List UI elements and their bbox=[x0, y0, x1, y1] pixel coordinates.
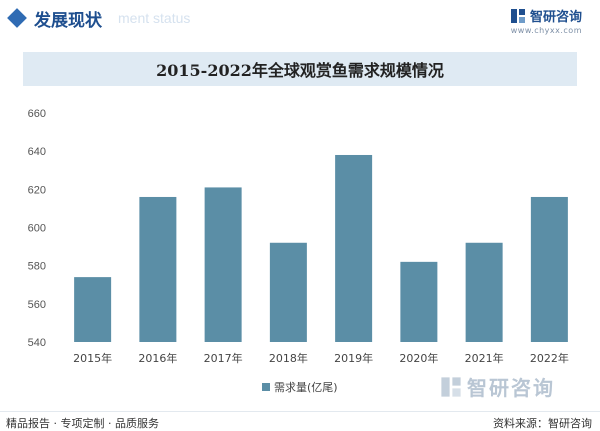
bar bbox=[335, 154, 373, 342]
y-tick-label: 540 bbox=[28, 337, 46, 349]
watermark-brand-text: 智研咨询 bbox=[467, 376, 555, 400]
bar bbox=[204, 187, 242, 342]
brand-name: 智研咨询 bbox=[529, 10, 582, 25]
brand-url: www.chyxx.com bbox=[510, 26, 582, 35]
x-tick-label: 2020年 bbox=[399, 351, 438, 365]
chart-legend: 需求量(亿尾) bbox=[262, 379, 338, 395]
diamond-icon bbox=[7, 8, 27, 28]
x-tick-label: 2015年 bbox=[73, 351, 112, 365]
y-tick-label: 560 bbox=[28, 299, 46, 311]
y-tick-label: 580 bbox=[28, 261, 46, 273]
brand-block: 智研咨询 www.chyxx.com bbox=[510, 6, 582, 35]
bar bbox=[269, 242, 307, 342]
bar bbox=[400, 261, 438, 342]
x-tick-label: 2022年 bbox=[530, 351, 569, 365]
y-tick-label: 600 bbox=[28, 223, 46, 235]
chart-title: 2015-2022年全球观赏鱼需求规模情况 bbox=[156, 61, 444, 80]
y-tick-label: 640 bbox=[28, 146, 46, 158]
x-tick-label: 2016年 bbox=[138, 351, 177, 365]
bar bbox=[530, 196, 568, 342]
x-tick-label: 2018年 bbox=[269, 351, 308, 365]
x-tick-label: 2021年 bbox=[465, 351, 504, 365]
footer-tagline: 精品报告 · 专项定制 · 品质服务 bbox=[6, 417, 159, 430]
watermark-brand: 智研咨询 bbox=[440, 372, 555, 401]
source-note: 资料来源：智研咨询 bbox=[493, 417, 592, 430]
section-header: 发展现状 ment status 智研咨询 www.chyxx.com bbox=[0, 0, 600, 40]
bar-chart: 540 560 580 600 620 640 660 2015年 2016年 2017年 2018… bbox=[28, 108, 569, 365]
x-tick-label: 2017年 bbox=[204, 351, 243, 365]
bar bbox=[465, 242, 503, 342]
legend-swatch bbox=[262, 383, 270, 391]
y-tick-label: 660 bbox=[28, 108, 46, 120]
section-title: 发展现状 bbox=[34, 11, 102, 31]
bar bbox=[139, 196, 177, 342]
brand-logo-icon bbox=[510, 8, 525, 23]
x-tick-label: 2019年 bbox=[334, 351, 373, 365]
y-tick-label: 620 bbox=[28, 184, 46, 196]
footer-bar: 精品报告 · 专项定制 · 品质服务 资料来源：智研咨询 bbox=[0, 411, 600, 431]
bar bbox=[74, 277, 112, 342]
chart-title-bar: 2015-2022年全球观赏鱼需求规模情况 bbox=[23, 52, 577, 86]
legend-label: 需求量(亿尾) bbox=[274, 381, 338, 394]
watermark-logo-icon bbox=[441, 376, 461, 397]
section-subtitle: ment status bbox=[118, 10, 191, 26]
